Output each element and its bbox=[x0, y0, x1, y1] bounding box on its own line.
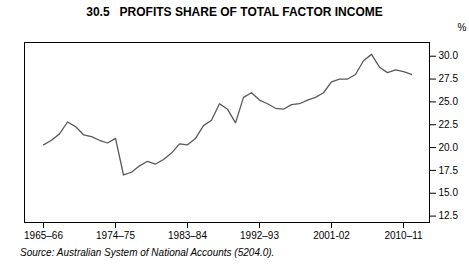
svg-text:1974–75: 1974–75 bbox=[96, 230, 135, 241]
html-text:30.5 PROFITS SHARE OF TOTAL FA: 30.5 PROFITS SHARE OF TOTAL FACTOR INCOM… bbox=[86, 5, 383, 19]
svg-text:22.5: 22.5 bbox=[439, 119, 459, 130]
svg-text:15.0: 15.0 bbox=[439, 187, 459, 198]
svg-text:17.5: 17.5 bbox=[439, 165, 459, 176]
svg-text:27.5: 27.5 bbox=[439, 73, 459, 84]
svg-text:%: % bbox=[458, 22, 467, 33]
svg-text:30.0: 30.0 bbox=[439, 50, 459, 61]
svg-text:2001-02: 2001-02 bbox=[313, 230, 350, 241]
svg-text:25.0: 25.0 bbox=[439, 96, 459, 107]
svg-text:20.0: 20.0 bbox=[439, 142, 459, 153]
svg-text:1983–84: 1983–84 bbox=[168, 230, 207, 241]
html-text:Source: Australian System of N: Source: Australian System of National Ac… bbox=[20, 247, 275, 258]
svg-text:1992–93: 1992–93 bbox=[240, 230, 279, 241]
svg-text:2010–11: 2010–11 bbox=[384, 230, 423, 241]
svg-text:12.5: 12.5 bbox=[439, 210, 459, 221]
svg-text:1965–66: 1965–66 bbox=[24, 230, 63, 241]
